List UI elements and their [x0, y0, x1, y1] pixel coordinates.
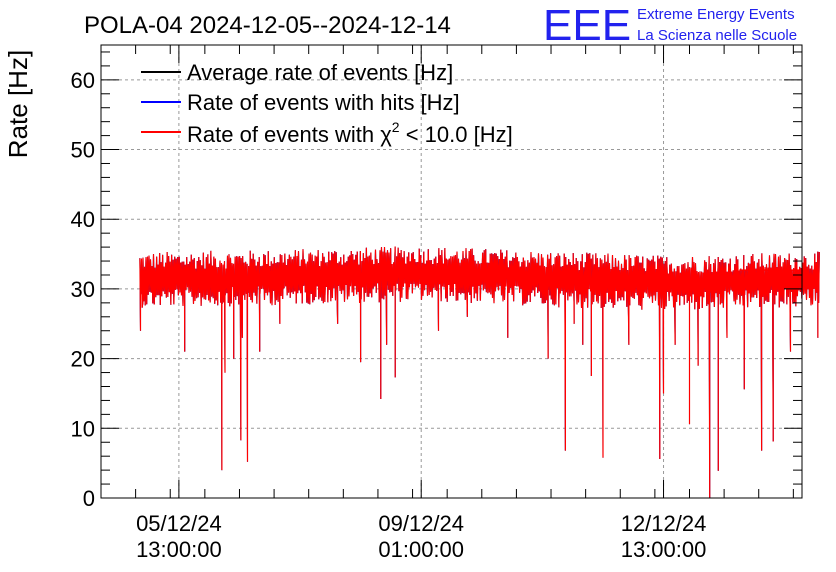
y-tick-label: 60 [71, 68, 95, 93]
series-chi2 [139, 246, 820, 499]
logo-subtitle-1: Extreme Energy Events [637, 6, 795, 23]
x-tick-date: 05/12/24 [136, 511, 222, 536]
legend-label-average: Average rate of events [Hz] [187, 60, 453, 85]
y-axis: 0 10 20 30 40 50 60 [71, 51, 802, 511]
y-tick-label: 20 [71, 347, 95, 372]
y-tick-label: 30 [71, 277, 95, 302]
y-tick-label: 50 [71, 138, 95, 163]
x-tick-time: 13:00:00 [136, 537, 222, 562]
x-tick-date: 12/12/24 [621, 511, 707, 536]
legend: Average rate of events [Hz] Rate of even… [141, 60, 513, 147]
plot-frame [100, 44, 803, 499]
x-tick-time: 01:00:00 [378, 537, 464, 562]
legend-chi2-rest: < 10.0 [Hz] [400, 122, 513, 147]
eee-logo: EEE [543, 1, 631, 50]
legend-label-hits: Rate of events with hits [Hz] [187, 90, 460, 115]
chart-title: POLA-04 2024-12-05--2024-12-14 [84, 12, 451, 39]
legend-chi2-chi: χ [380, 122, 392, 147]
y-tick-label: 0 [83, 486, 95, 511]
legend-chi2-sup: 2 [392, 119, 400, 135]
y-tick-label: 40 [71, 207, 95, 232]
y-axis-label: Rate [Hz] [3, 50, 33, 158]
plot-data [139, 246, 820, 499]
x-axis: 05/12/2413:00:0009/12/2401:00:0012/12/24… [135, 45, 794, 562]
x-tick-time: 13:00:00 [621, 537, 707, 562]
x-tick-date: 09/12/24 [378, 511, 464, 536]
logo-subtitle-2: La Scienza nelle Scuole [637, 27, 797, 44]
legend-label-chi2: Rate of events with χ2 < 10.0 [Hz] [187, 119, 513, 147]
y-tick-label: 10 [71, 416, 95, 441]
legend-chi2-main: Rate of events with [187, 122, 380, 147]
